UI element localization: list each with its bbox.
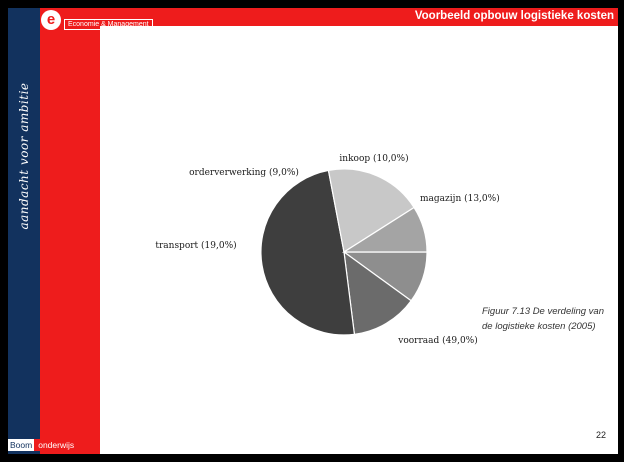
- slice-label: inkoop (10,0%): [339, 153, 408, 164]
- caption-line-2: de logistieke kosten (2005): [482, 321, 596, 332]
- pie-chart: inkoop (10,0%) magazijn (13,0%) voorraad (…: [155, 153, 500, 346]
- brand-label: Economie & Management: [64, 19, 153, 30]
- pie-slice: [341, 206, 428, 253]
- caption-line-1: Figuur 7.13 De verdeling van: [482, 306, 604, 317]
- publisher-name: Boom: [8, 439, 35, 451]
- slice-label: transport (19,0%): [155, 240, 236, 251]
- side-band: aandacht voor ambitie: [8, 8, 40, 454]
- slide: aandacht voor ambitie e Economie & Manag…: [8, 8, 618, 454]
- brand: e Economie & Management: [41, 8, 153, 30]
- red-band: [40, 8, 100, 454]
- pie-slice: [327, 168, 415, 253]
- title-bar: [100, 8, 618, 26]
- slice-label: orderverwerking (9,0%): [189, 167, 299, 178]
- pie-slice: [343, 250, 412, 336]
- pie-slice: [260, 169, 356, 336]
- publisher-sub: onderwijs: [34, 439, 79, 451]
- page-number: 22: [596, 430, 607, 440]
- slice-label: voorraad (49,0%): [397, 335, 478, 346]
- logo-icon: e: [41, 10, 61, 30]
- slice-label: magazijn (13,0%): [420, 193, 500, 204]
- slide-title: Voorbeeld opbouw logistieke kosten: [414, 10, 614, 22]
- figure-caption: Figuur 7.13 De verdeling van de logistie…: [482, 304, 604, 334]
- footer-logo: Boom onderwijs: [8, 439, 79, 451]
